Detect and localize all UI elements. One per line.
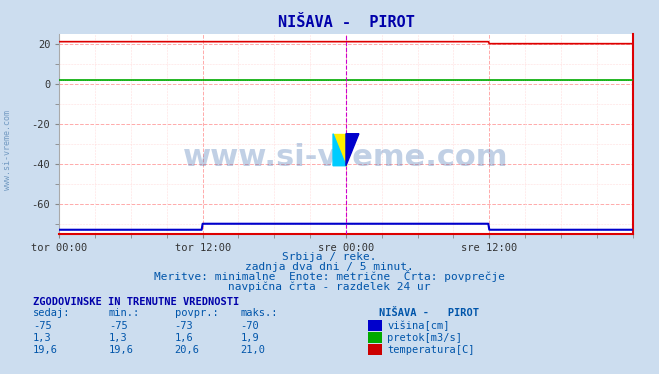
Text: 19,6: 19,6 [33, 345, 58, 355]
Text: -73: -73 [175, 321, 193, 331]
Text: 1,3: 1,3 [33, 333, 51, 343]
Text: min.:: min.: [109, 308, 140, 318]
Text: povpr.:: povpr.: [175, 308, 218, 318]
Text: 20,6: 20,6 [175, 345, 200, 355]
Text: 21,0: 21,0 [241, 345, 266, 355]
Text: www.si-vreme.com: www.si-vreme.com [3, 110, 13, 190]
Polygon shape [346, 134, 359, 166]
Text: ZGODOVINSKE IN TRENUTNE VREDNOSTI: ZGODOVINSKE IN TRENUTNE VREDNOSTI [33, 297, 239, 307]
Text: navpična črta - razdelek 24 ur: navpična črta - razdelek 24 ur [228, 282, 431, 292]
Text: 1,6: 1,6 [175, 333, 193, 343]
Text: zadnja dva dni / 5 minut.: zadnja dva dni / 5 minut. [245, 262, 414, 272]
Text: temperatura[C]: temperatura[C] [387, 345, 475, 355]
Polygon shape [333, 134, 346, 166]
Text: pretok[m3/s]: pretok[m3/s] [387, 333, 463, 343]
Text: -75: -75 [33, 321, 51, 331]
Polygon shape [333, 134, 346, 166]
Text: maks.:: maks.: [241, 308, 278, 318]
Text: NIŠAVA -   PIROT: NIŠAVA - PIROT [379, 308, 479, 318]
Text: -75: -75 [109, 321, 127, 331]
Text: -70: -70 [241, 321, 259, 331]
Text: 1,3: 1,3 [109, 333, 127, 343]
Text: www.si-vreme.com: www.si-vreme.com [183, 143, 509, 172]
Text: sedaj:: sedaj: [33, 308, 71, 318]
Text: Meritve: minimalne  Enote: metrične  Črta: povprečje: Meritve: minimalne Enote: metrične Črta:… [154, 270, 505, 282]
Text: 1,9: 1,9 [241, 333, 259, 343]
Text: 19,6: 19,6 [109, 345, 134, 355]
Title: NIŠAVA -  PIROT: NIŠAVA - PIROT [277, 15, 415, 30]
Text: Srbija / reke.: Srbija / reke. [282, 252, 377, 262]
Text: višina[cm]: višina[cm] [387, 321, 450, 331]
